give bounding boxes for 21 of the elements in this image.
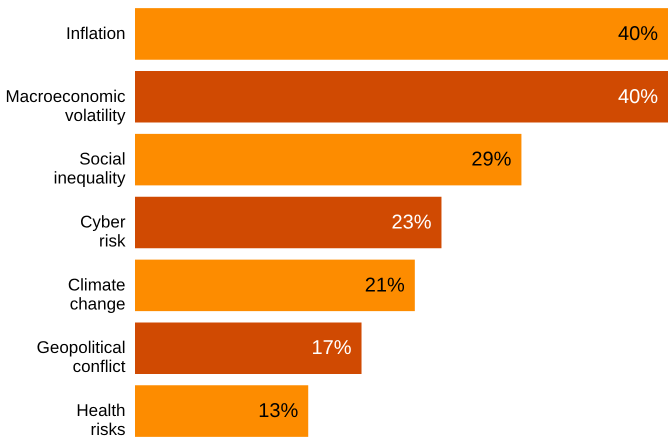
y-tick-label: Inflation: [66, 24, 126, 43]
y-tick-label: Cyber risk: [80, 212, 126, 250]
y-tick-label: Geopolitical conflict: [36, 338, 126, 376]
y-tick-label: Macroeconomic volatility: [6, 86, 126, 125]
y-tick-label: Climate change: [68, 275, 126, 314]
data-label: 29%: [471, 148, 512, 171]
y-tick-label: Social inequality: [54, 150, 126, 188]
data-label: 13%: [258, 400, 298, 422]
data-label: 40%: [618, 86, 658, 108]
bar: [135, 134, 522, 186]
bar: [135, 196, 442, 248]
data-label: 23%: [391, 212, 432, 234]
data-label: 17%: [311, 337, 352, 360]
bar: [135, 71, 668, 123]
data-label: 21%: [364, 274, 406, 296]
bar: [135, 8, 668, 60]
y-tick-label: Health risks: [76, 401, 126, 440]
data-label: 40%: [618, 22, 658, 45]
bar: [135, 260, 415, 312]
bar: [135, 385, 308, 437]
bar: [135, 322, 362, 374]
